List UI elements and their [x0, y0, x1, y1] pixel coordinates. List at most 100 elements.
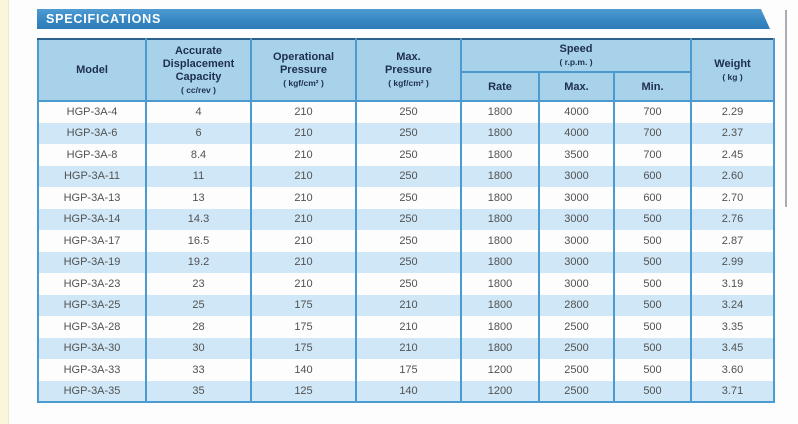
speed-min-cell: 700: [613, 144, 691, 166]
operational-pressure-cell: 210: [250, 208, 356, 230]
speed-min-cell: 500: [613, 316, 691, 338]
model-cell: HGP-3A-19: [63, 256, 121, 269]
table-row: HGP-3A-6 6 210 250 1800 4000 700 2.37: [38, 122, 774, 144]
col-header-operational-pressure-unit: ( kgf/cm² ): [283, 78, 324, 89]
speed-max-cell: 2500: [538, 337, 614, 359]
table-row: HGP-3A-13 13 210 250 1800 3000 600 2.70: [38, 187, 774, 209]
displacement-cell: 30: [145, 337, 251, 359]
model-cell: HGP-3A-35: [63, 384, 121, 397]
section-title: SPECIFICATIONS: [46, 12, 162, 26]
speed-rate-cell: 1800: [460, 273, 539, 295]
displacement-cell: 19.2: [145, 251, 251, 273]
model-cell: HGP-3A-25: [63, 299, 121, 312]
displacement-cell: 14.3: [145, 208, 251, 230]
speed-min-cell: 700: [613, 122, 691, 144]
speed-min-cell: 500: [613, 273, 691, 295]
table-row: HGP-3A-8 8.4 210 250 1800 3500 700 2.45: [38, 144, 774, 166]
page-edge-strip: [0, 0, 9, 424]
speed-rate-cell: 1800: [460, 337, 539, 359]
table-row: HGP-3A-19 19.2 210 250 1800 3000 500 2.99: [38, 251, 774, 273]
operational-pressure-cell: 210: [250, 230, 356, 252]
model-cell: HGP-3A-14: [63, 213, 121, 226]
speed-max-cell: 2500: [538, 359, 614, 381]
col-header-speed-rate: Rate: [460, 72, 539, 102]
speed-max-cell: 3000: [538, 208, 614, 230]
model-cell: HGP-3A-11: [63, 170, 121, 183]
max-pressure-cell: 250: [355, 187, 461, 209]
weight-cell: 3.60: [690, 359, 774, 381]
max-pressure-cell: 250: [355, 251, 461, 273]
weight-cell: 3.35: [690, 316, 774, 338]
speed-max-cell: 3000: [538, 273, 614, 295]
max-pressure-cell: 140: [355, 380, 461, 402]
table-row: HGP-3A-14 14.3 210 250 1800 3000 500 2.76: [38, 208, 774, 230]
page-edge-line: [785, 10, 787, 207]
displacement-cell: 35: [145, 380, 251, 402]
speed-rate-cell: 1200: [460, 380, 539, 402]
spec-table-body: HGP-3A-4 4 210 250 1800 4000 700 2.29 HGP-3A-6 6 2…: [38, 101, 774, 402]
speed-max-cell: 2500: [538, 380, 614, 402]
weight-cell: 3.71: [690, 380, 774, 402]
col-header-speed-title: Speed: [559, 43, 593, 56]
speed-min-cell: 500: [613, 208, 691, 230]
col-header-weight: Weight ( kg ): [690, 39, 774, 102]
operational-pressure-cell: 210: [250, 251, 356, 273]
model-cell: HGP-3A-13: [63, 191, 121, 204]
table-row: HGP-3A-28 28 175 210 1800 2500 500 3.35: [38, 316, 774, 338]
weight-cell: 3.24: [690, 294, 774, 316]
displacement-cell: 16.5: [145, 230, 251, 252]
model-cell: HGP-3A-6: [66, 127, 118, 140]
table-row: HGP-3A-11 11 210 250 1800 3000 600 2.60: [38, 165, 774, 187]
max-pressure-cell: 250: [355, 273, 461, 295]
col-header-operational-pressure-title: Operational Pressure: [272, 51, 335, 77]
weight-cell: 2.37: [690, 122, 774, 144]
specifications-banner: SPECIFICATIONS: [37, 9, 770, 29]
max-pressure-cell: 210: [355, 337, 461, 359]
operational-pressure-cell: 210: [250, 273, 356, 295]
displacement-cell: 25: [145, 294, 251, 316]
col-header-displacement-title: Accurate Displacement Capacity: [162, 44, 235, 83]
speed-min-cell: 600: [613, 165, 691, 187]
table-row: HGP-3A-23 23 210 250 1800 3000 500 3.19: [38, 273, 774, 295]
speed-max-cell: 2500: [538, 316, 614, 338]
speed-min-cell: 600: [613, 187, 691, 209]
table-row: HGP-3A-25 25 175 210 1800 2800 500 3.24: [38, 294, 774, 316]
max-pressure-cell: 250: [355, 230, 461, 252]
model-cell: HGP-3A-30: [63, 342, 121, 355]
speed-rate-cell: 1800: [460, 230, 539, 252]
speed-min-cell: 700: [613, 101, 691, 123]
model-cell: HGP-3A-23: [63, 277, 121, 290]
speed-rate-cell: 1800: [460, 187, 539, 209]
speed-min-cell: 500: [613, 251, 691, 273]
operational-pressure-cell: 210: [250, 144, 356, 166]
col-header-speed-min: Min.: [613, 72, 691, 102]
table-row: HGP-3A-35 35 125 140 1200 2500 500 3.71: [38, 380, 774, 402]
model-cell: HGP-3A-28: [63, 320, 121, 333]
operational-pressure-cell: 210: [250, 122, 356, 144]
operational-pressure-cell: 210: [250, 187, 356, 209]
operational-pressure-cell: 175: [250, 294, 356, 316]
speed-rate-cell: 1800: [460, 144, 539, 166]
speed-rate-cell: 1800: [460, 316, 539, 338]
speed-rate-cell: 1800: [460, 251, 539, 273]
model-cell: HGP-3A-8: [66, 148, 118, 161]
col-header-weight-unit: ( kg ): [722, 71, 743, 82]
displacement-cell: 23: [145, 273, 251, 295]
operational-pressure-cell: 175: [250, 316, 356, 338]
speed-rate-cell: 1800: [460, 165, 539, 187]
operational-pressure-cell: 175: [250, 337, 356, 359]
spec-table: Model Accurate Displacement Capacity ( c…: [37, 38, 775, 403]
operational-pressure-cell: 210: [250, 165, 356, 187]
table-row: HGP-3A-33 33 140 175 1200 2500 500 3.60: [38, 359, 774, 381]
displacement-cell: 28: [145, 316, 251, 338]
operational-pressure-cell: 140: [250, 359, 356, 381]
model-cell: HGP-3A-4: [66, 106, 118, 119]
operational-pressure-cell: 210: [250, 101, 356, 123]
displacement-cell: 33: [145, 359, 251, 381]
weight-cell: 2.70: [690, 187, 774, 209]
weight-cell: 3.45: [690, 337, 774, 359]
weight-cell: 2.60: [690, 165, 774, 187]
max-pressure-cell: 250: [355, 122, 461, 144]
weight-cell: 2.29: [690, 101, 774, 123]
weight-cell: 2.76: [690, 208, 774, 230]
